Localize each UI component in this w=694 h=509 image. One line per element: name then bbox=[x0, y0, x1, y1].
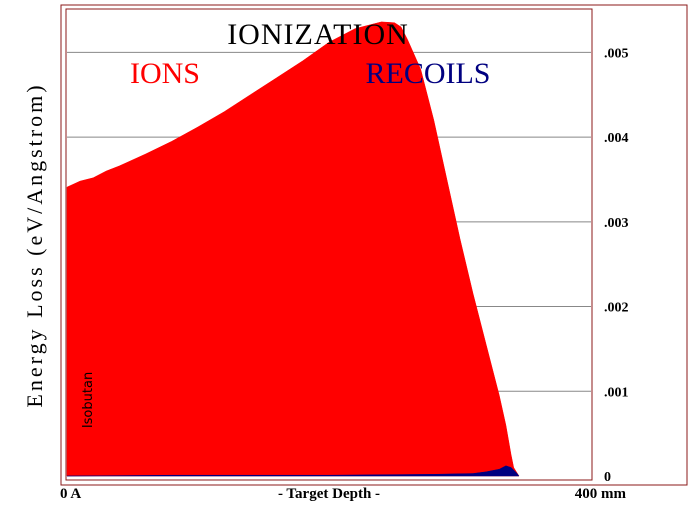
series-layer bbox=[66, 21, 520, 477]
y-tick-label: .004 bbox=[604, 131, 629, 146]
legend-recoils: RECOILS bbox=[365, 57, 490, 90]
outer-frame bbox=[60, 4, 688, 486]
x-axis-label: - Target Depth - bbox=[278, 486, 380, 502]
series-area-ions bbox=[66, 21, 520, 477]
x-axis-min-label: 0 A bbox=[60, 486, 81, 502]
y-tick-label: .001 bbox=[604, 385, 629, 400]
target-material-label: Isobutan bbox=[81, 372, 96, 428]
y-tick-label: 0 bbox=[604, 470, 611, 485]
y-tick-label: .003 bbox=[604, 216, 629, 231]
x-axis-max-label: 400 mm bbox=[575, 486, 627, 502]
series-area-recoils bbox=[66, 465, 520, 477]
y-axis-label: Energy Loss (eV/Angstrom) bbox=[22, 82, 47, 407]
plot-frame bbox=[65, 8, 593, 481]
legend-ions: IONS bbox=[130, 57, 200, 90]
y-tick-label: .002 bbox=[604, 301, 629, 316]
y-tick-labels: 0 .001 .002 .003 .004 .005 bbox=[604, 46, 629, 485]
y-tick-label: .005 bbox=[604, 46, 629, 61]
chart-title: IONIZATION bbox=[227, 18, 409, 51]
